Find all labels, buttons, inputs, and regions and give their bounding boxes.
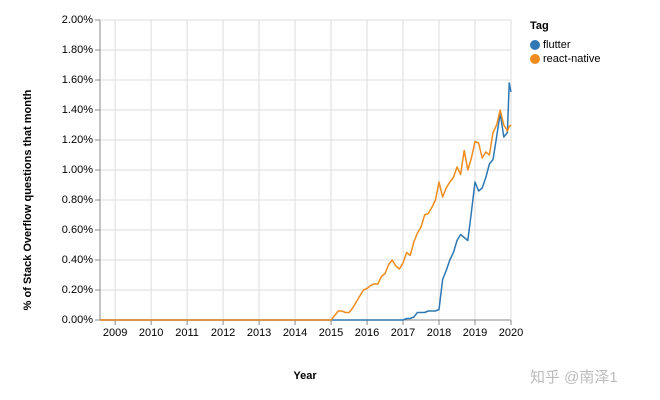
x-tick-label: 2013	[247, 327, 271, 339]
series-line	[100, 109, 512, 321]
y-tick-label: 0.80%	[62, 194, 93, 206]
x-tick-label: 2015	[319, 327, 343, 339]
x-tick-label: 2010	[139, 327, 163, 339]
x-tick-label: 2019	[463, 327, 487, 339]
legend-swatch	[530, 54, 540, 64]
y-tick-label: 1.20%	[62, 134, 93, 146]
y-tick-label: 2.00%	[62, 14, 93, 26]
y-tick-label: 0.60%	[62, 224, 93, 236]
y-tick-label: 1.60%	[62, 74, 93, 86]
y-tick-label: 1.00%	[62, 164, 93, 176]
y-tick-label: 0.00%	[62, 314, 93, 326]
x-tick-label: 2011	[175, 327, 199, 339]
x-axis-title: Year	[293, 370, 317, 382]
y-tick-label: 1.40%	[62, 104, 93, 116]
y-tick-label: 1.80%	[62, 44, 93, 56]
x-tick-label: 2012	[211, 327, 235, 339]
y-tick-label: 0.40%	[62, 254, 93, 266]
y-tick-label: 0.20%	[62, 284, 93, 296]
x-tick-label: 2020	[499, 327, 523, 339]
x-tick-label: 2016	[355, 327, 379, 339]
watermark: 知乎 @南泽1	[530, 369, 618, 386]
x-tick-label: 2017	[391, 327, 415, 339]
legend-label: flutter	[543, 39, 571, 51]
legend-swatch	[530, 40, 540, 50]
x-tick-label: 2018	[427, 327, 451, 339]
x-tick-label: 2014	[283, 327, 307, 339]
legend-label: react-native	[543, 53, 600, 65]
series-line	[100, 82, 512, 321]
y-axis-title: % of Stack Overflow questions that month	[22, 89, 34, 310]
legend-title: Tag	[530, 20, 549, 32]
x-tick-label: 2009	[103, 327, 127, 339]
